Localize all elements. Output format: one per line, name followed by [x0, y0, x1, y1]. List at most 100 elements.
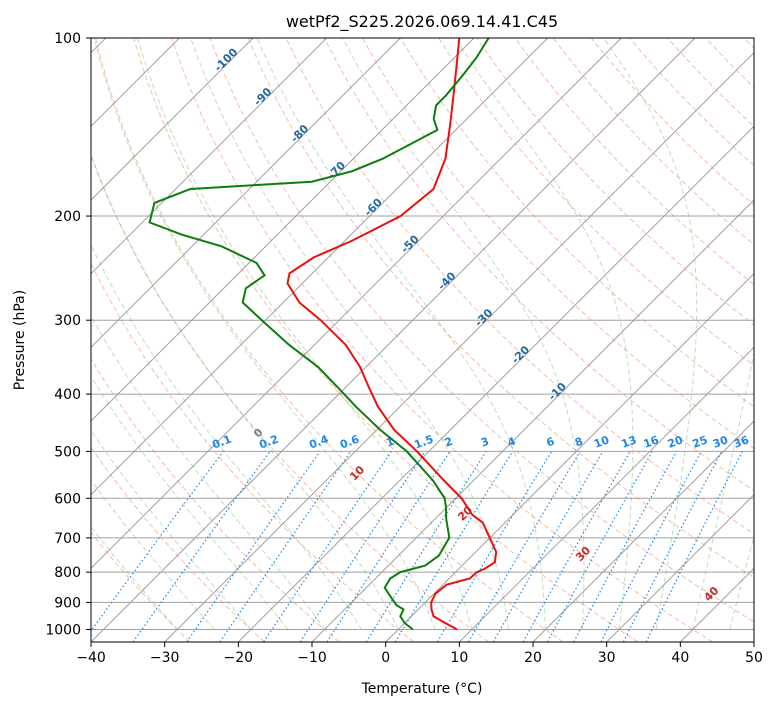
dry-adiabat [743, 38, 754, 50]
moist-adiabat [137, 38, 473, 630]
mixing-ratio-label: 36 [732, 433, 751, 451]
dry-adiabat [91, 154, 489, 642]
isotherm-0 [385, 272, 754, 642]
isotherm--10 [311, 199, 754, 642]
moist-adiabat [190, 38, 510, 630]
dry-adiabat [362, 38, 754, 450]
mixing-ratio-line [600, 451, 702, 642]
adiabat-label: -70 [325, 159, 348, 182]
mixing-ratio-lines [91, 451, 744, 642]
dry-adiabat [400, 38, 754, 408]
x-tick-label: 0 [381, 650, 390, 666]
mixing-ratio-line [219, 451, 352, 642]
y-axis-label: Pressure (hPa) [12, 290, 28, 390]
isotherm--100 [91, 38, 254, 201]
isotherm-30 [606, 493, 754, 642]
isotherm-40 [679, 567, 754, 642]
mixing-ratio-label: 1.5 [413, 433, 436, 452]
x-tick-label: 40 [671, 650, 689, 666]
adiabat-label: -10 [546, 380, 569, 403]
dry-adiabat [476, 38, 754, 326]
isotherm-10 [458, 346, 754, 642]
isotherm--30 [164, 51, 754, 642]
mixing-ratio-line [394, 451, 514, 642]
isotherm--60 [91, 38, 549, 496]
mixing-ratio-line [522, 451, 631, 642]
x-tick-label: −10 [297, 650, 327, 666]
x-tick-label: −20 [224, 650, 254, 666]
moist-adiabat [91, 479, 215, 630]
isotherm-grid [91, 38, 754, 642]
dry-adiabat [171, 38, 713, 642]
dry-adiabat [629, 38, 754, 167]
mixing-ratio-line [132, 451, 271, 642]
adiabat-label: -20 [509, 343, 532, 366]
y-tick-label: 200 [54, 209, 81, 225]
x-tick-label: −30 [150, 650, 180, 666]
mixing-ratio-label: 20 [666, 433, 685, 451]
x-tick-label: 10 [450, 650, 468, 666]
mixing-ratio-label: 2 [443, 435, 455, 450]
chart-title: wetPf2_S225.2026.069.14.41.C45 [286, 12, 558, 32]
moist-adiabat [454, 38, 634, 630]
isotherm-20 [532, 420, 754, 642]
y-tick-label: 700 [54, 531, 81, 547]
isotherm--80 [91, 38, 401, 349]
mixing-ratio-label: 13 [620, 433, 639, 450]
isotherm--50 [91, 38, 622, 570]
mixing-ratio-line [263, 451, 392, 642]
dry-adiabat [667, 38, 754, 128]
dewpoint-line [148, 38, 490, 631]
y-axis-ticks: 100 200 300 400 500 600 700 800 900 1000 [45, 31, 91, 638]
dry-adiabat [95, 38, 564, 642]
dry-adiabat [91, 446, 265, 642]
isotherm--40 [91, 38, 696, 642]
x-tick-label: −40 [76, 650, 106, 666]
mixing-ratio-line [91, 451, 224, 632]
isotherm--20 [237, 125, 754, 642]
moist-adiabat [603, 38, 698, 630]
dry-adiabat [91, 357, 340, 642]
moist-adiabat [692, 350, 754, 630]
y-tick-label: 1000 [45, 622, 81, 638]
adiabat-label: -100 [212, 45, 241, 74]
dry-adiabat [323, 38, 754, 492]
mixing-ratio-label: 6 [545, 435, 557, 450]
mixing-ratio-label: 0.6 [338, 433, 361, 452]
moist-adiabat [729, 535, 754, 630]
y-tick-label: 900 [54, 595, 81, 611]
dry-adiabat [247, 38, 754, 578]
temperature-line [286, 38, 498, 631]
dry-adiabat [91, 531, 191, 642]
mixing-ratio-line [365, 451, 487, 642]
dry-adiabat [438, 38, 754, 367]
mixing-ratio-label: 30 [711, 433, 730, 451]
isobar-grid [91, 38, 754, 630]
x-axis-ticks: −40 −30 −20 −10 0 10 20 30 40 50 [76, 642, 763, 666]
x-tick-label: 20 [524, 650, 542, 666]
mixing-ratio-line [436, 451, 553, 642]
y-tick-label: 400 [54, 387, 81, 403]
adiabat-label: -50 [399, 232, 422, 255]
mixing-ratio-line [299, 451, 426, 642]
mixing-ratio-line [573, 451, 678, 642]
plot-area: 0.1 0.2 0.4 0.6 1 1.5 2 3 4 6 8 10 13 16 20 25 30 36-100-… [91, 38, 754, 642]
mixing-ratio-line [622, 451, 723, 642]
mixing-ratio-line [546, 451, 653, 642]
y-tick-label: 800 [54, 565, 81, 581]
dry-adiabat [705, 38, 754, 89]
mixing-ratio-line [326, 451, 451, 642]
y-tick-label: 500 [54, 444, 81, 460]
isotherm-50 [753, 641, 754, 642]
dry-adiabat [552, 38, 754, 246]
dry-adiabats [91, 38, 754, 642]
moist-adiabats [91, 38, 754, 630]
y-tick-label: 100 [54, 31, 81, 47]
mixing-ratio-label: 8 [573, 435, 585, 450]
dry-adiabat [91, 262, 415, 642]
moist-adiabat [91, 315, 325, 630]
isotherm--90 [91, 38, 328, 275]
dry-adiabat [590, 38, 754, 206]
adiabat-label: -80 [288, 122, 311, 145]
